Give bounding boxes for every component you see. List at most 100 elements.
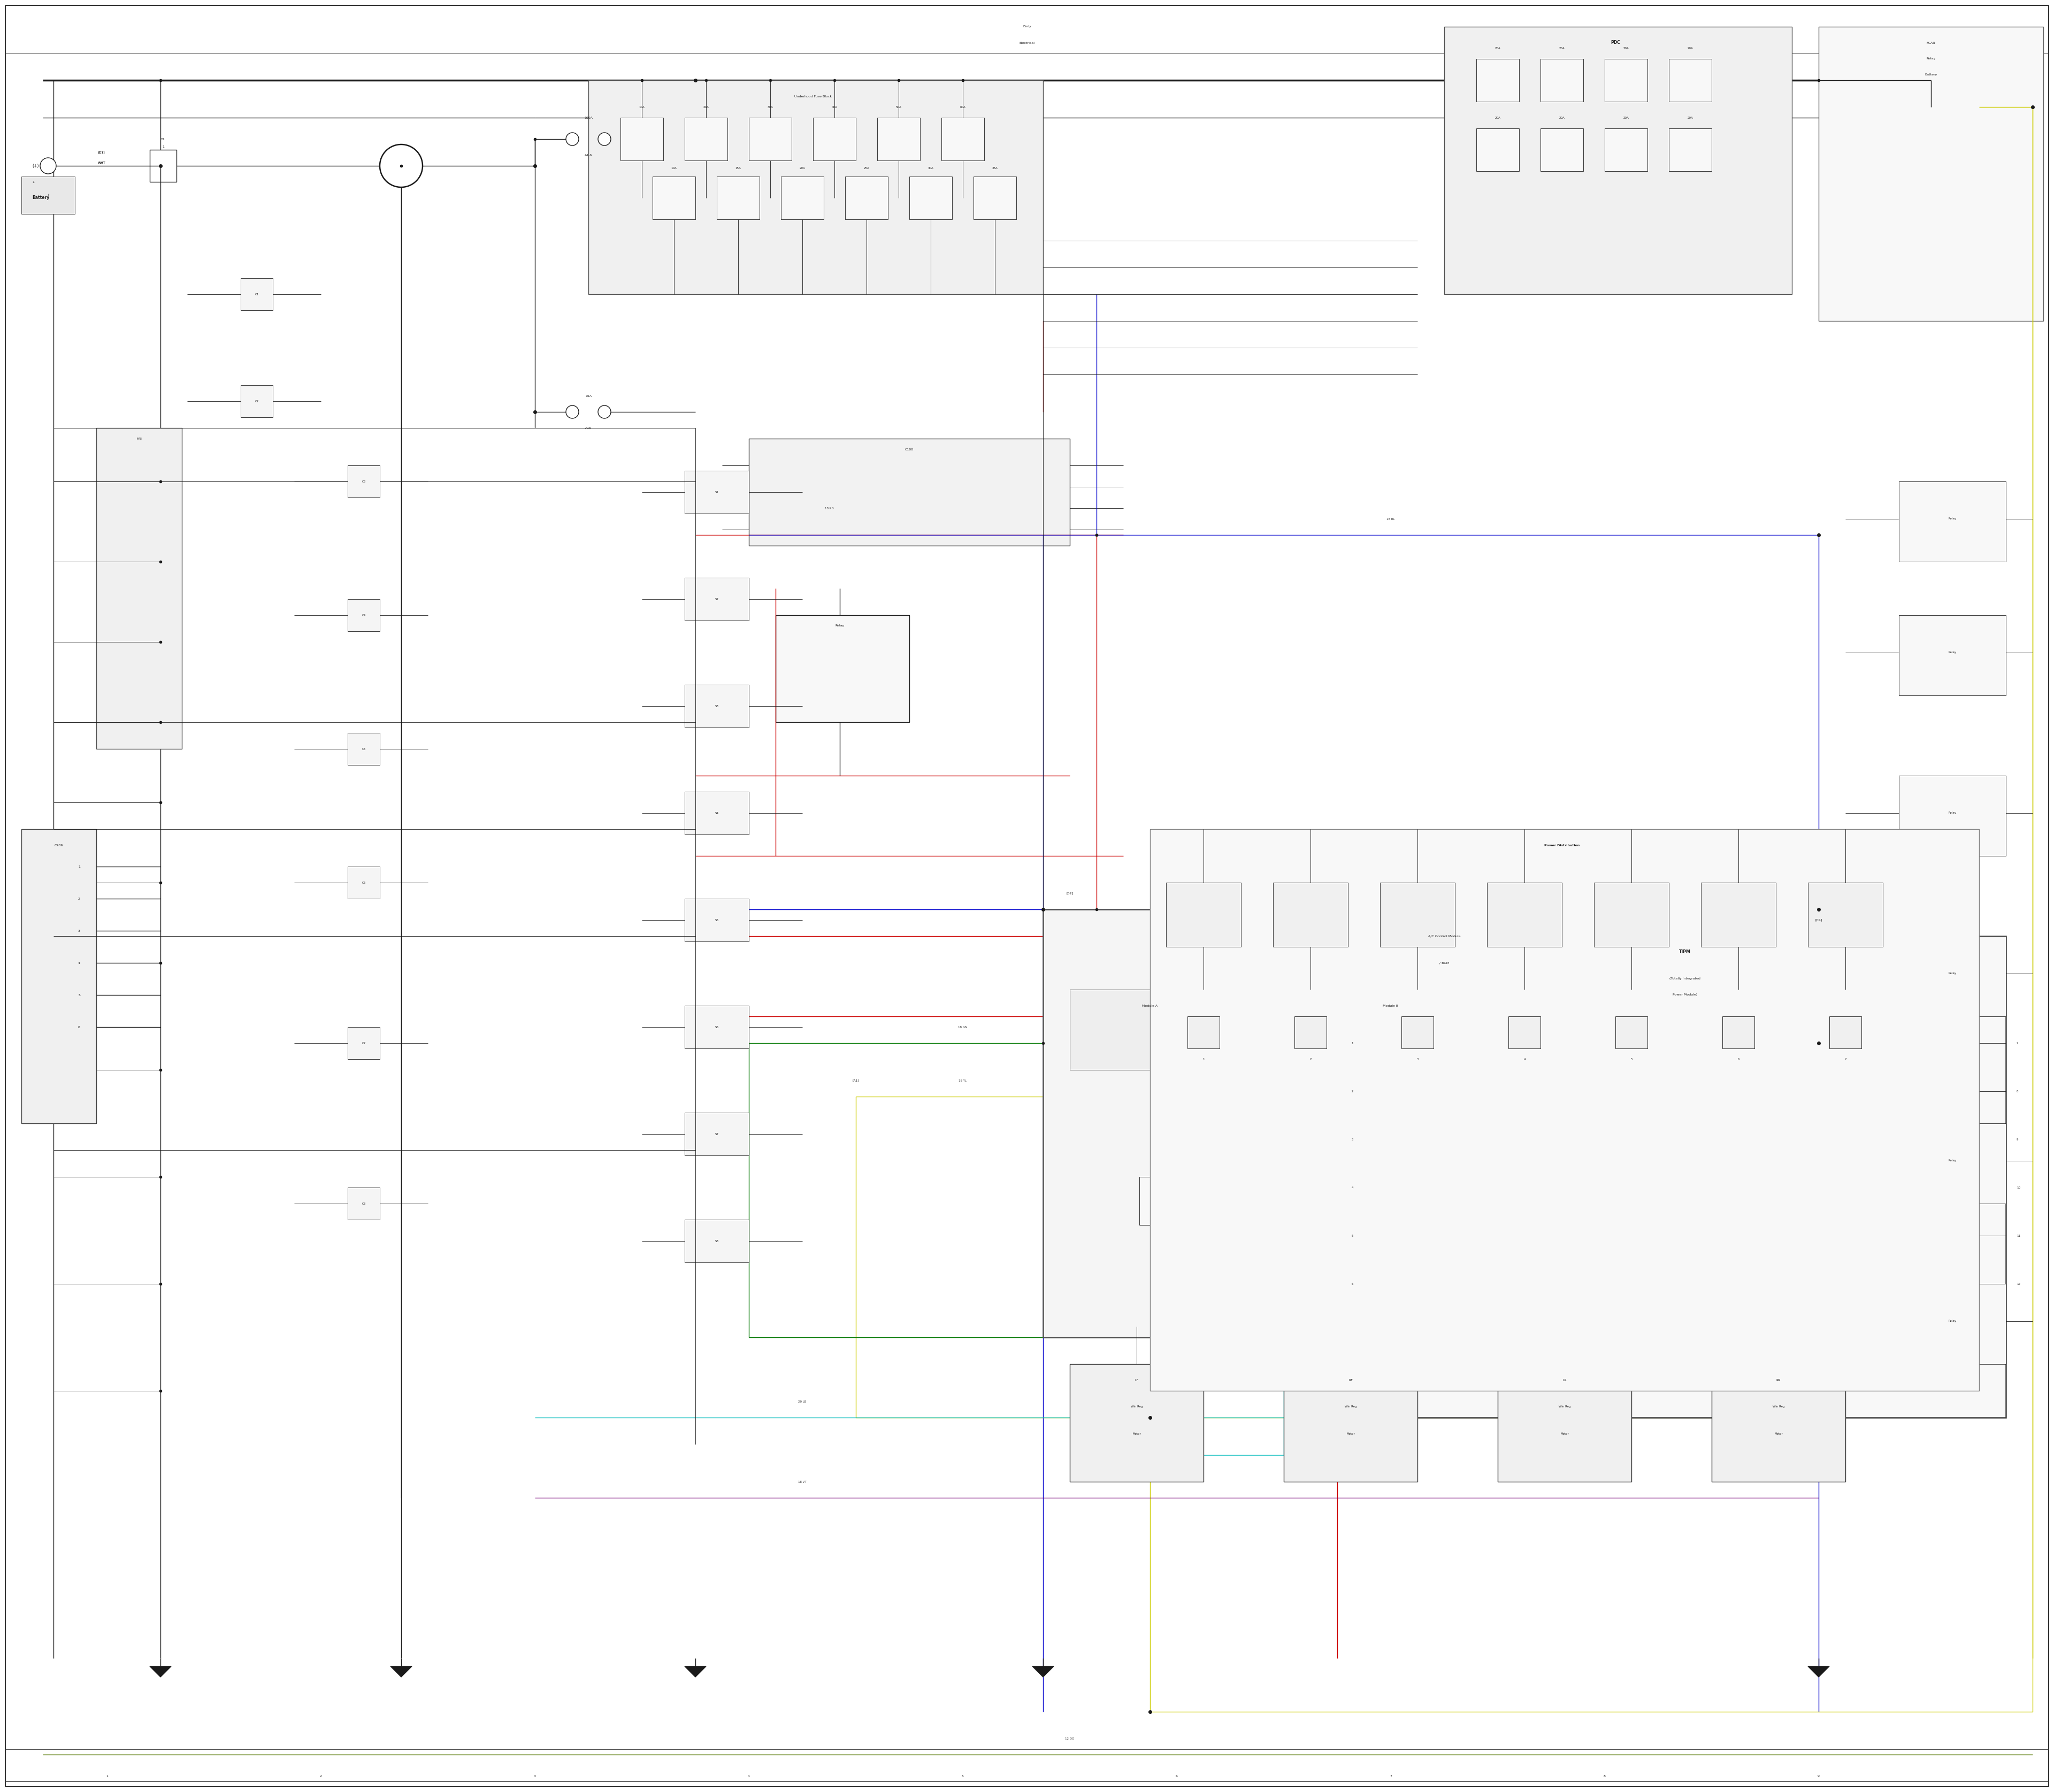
Text: 1: 1 xyxy=(107,1774,109,1778)
Text: C5: C5 xyxy=(362,747,366,751)
Text: Underhood Fuse Block: Underhood Fuse Block xyxy=(795,95,832,97)
Circle shape xyxy=(380,145,423,186)
Bar xyxy=(1401,1016,1434,1048)
Text: 20A: 20A xyxy=(1623,47,1629,50)
Text: 5: 5 xyxy=(78,993,80,996)
Bar xyxy=(1214,1177,1267,1226)
Bar xyxy=(1487,883,1561,946)
Text: 6: 6 xyxy=(1175,1774,1177,1778)
Text: +: + xyxy=(47,194,49,197)
Text: WHT: WHT xyxy=(99,161,105,165)
Polygon shape xyxy=(1033,1667,1054,1677)
Text: A16: A16 xyxy=(585,426,592,430)
Text: 6: 6 xyxy=(78,1025,80,1029)
Text: Power Module): Power Module) xyxy=(1672,993,1697,996)
Text: C2: C2 xyxy=(255,400,259,403)
Text: 20 LB: 20 LB xyxy=(799,1400,807,1403)
Text: 20A: 20A xyxy=(1495,116,1501,118)
Bar xyxy=(1668,129,1711,172)
Bar xyxy=(1818,27,2044,321)
Bar xyxy=(1898,615,2007,695)
Bar xyxy=(347,466,380,498)
Bar xyxy=(347,1188,380,1220)
Bar xyxy=(1364,1177,1417,1226)
Bar xyxy=(1070,1364,1204,1482)
Bar xyxy=(1594,883,1668,946)
Bar xyxy=(684,118,727,161)
Circle shape xyxy=(567,133,579,145)
Text: 1: 1 xyxy=(78,866,80,867)
Text: WHT: WHT xyxy=(99,161,105,165)
Bar xyxy=(150,151,177,181)
Text: [C4]: [C4] xyxy=(1816,919,1822,921)
Text: Battery: Battery xyxy=(33,195,49,201)
Bar xyxy=(347,1027,380,1059)
Bar xyxy=(620,118,663,161)
Bar xyxy=(21,830,97,1124)
Bar xyxy=(1150,830,1980,1391)
Bar xyxy=(1898,935,2007,1016)
Text: S1: S1 xyxy=(715,491,719,493)
Text: C209: C209 xyxy=(55,844,64,846)
Text: Relay: Relay xyxy=(1949,650,1955,654)
Text: C8: C8 xyxy=(362,1202,366,1204)
Text: 18 GN: 18 GN xyxy=(959,1025,967,1029)
Text: T1: T1 xyxy=(160,138,164,140)
Bar xyxy=(684,471,750,514)
Text: 10A: 10A xyxy=(672,167,678,170)
Bar xyxy=(240,385,273,418)
Polygon shape xyxy=(390,1667,413,1677)
Bar xyxy=(1898,482,2007,561)
Text: 18 RD: 18 RD xyxy=(824,507,834,509)
Text: 15A: 15A xyxy=(585,394,592,398)
Text: Electrical: Electrical xyxy=(1019,41,1035,45)
Text: C100: C100 xyxy=(906,448,914,450)
Bar xyxy=(1830,1016,1861,1048)
Bar xyxy=(1380,883,1454,946)
Text: [B2]: [B2] xyxy=(1066,892,1074,894)
Text: S6: S6 xyxy=(715,1025,719,1029)
Bar xyxy=(684,792,750,835)
Text: 20A: 20A xyxy=(1688,47,1692,50)
Bar xyxy=(750,439,1070,545)
Bar xyxy=(717,177,760,219)
Bar xyxy=(1043,909,1844,1337)
Text: Module B: Module B xyxy=(1382,1004,1399,1007)
Bar xyxy=(684,1220,750,1262)
Bar xyxy=(1604,59,1647,102)
Text: Motor: Motor xyxy=(1347,1432,1356,1435)
Text: [E1]: [E1] xyxy=(99,151,105,154)
Bar xyxy=(1898,776,2007,857)
Text: S7: S7 xyxy=(715,1133,719,1136)
Text: A/C Control Module: A/C Control Module xyxy=(1428,935,1460,937)
Text: 18 YL: 18 YL xyxy=(959,1079,967,1082)
Text: Relay: Relay xyxy=(1949,1159,1955,1163)
Polygon shape xyxy=(684,1667,707,1677)
Text: Motor: Motor xyxy=(1132,1432,1140,1435)
Bar xyxy=(1294,1016,1327,1048)
Bar xyxy=(1273,883,1347,946)
Text: S4: S4 xyxy=(715,812,719,814)
Circle shape xyxy=(41,158,55,174)
Text: 1: 1 xyxy=(162,145,164,149)
Text: Motor: Motor xyxy=(1561,1432,1569,1435)
Text: 25A: 25A xyxy=(863,167,869,170)
Polygon shape xyxy=(150,1667,170,1677)
Text: 20A: 20A xyxy=(702,106,709,108)
Text: (Totally Integrated: (Totally Integrated xyxy=(1670,978,1701,980)
Text: 1: 1 xyxy=(33,181,35,183)
Bar xyxy=(684,898,750,941)
Text: Module A: Module A xyxy=(1142,1004,1158,1007)
Bar xyxy=(684,577,750,620)
Bar xyxy=(910,177,953,219)
Bar xyxy=(1070,989,1230,1070)
Bar xyxy=(844,177,887,219)
Text: 60A: 60A xyxy=(959,106,965,108)
Text: 20A: 20A xyxy=(1559,116,1565,118)
Text: (+): (+) xyxy=(33,163,39,168)
Text: Battery: Battery xyxy=(1925,73,1937,77)
Bar xyxy=(1140,1177,1193,1226)
Bar xyxy=(974,177,1017,219)
Text: LF: LF xyxy=(1134,1378,1138,1382)
Text: 4: 4 xyxy=(748,1774,750,1778)
